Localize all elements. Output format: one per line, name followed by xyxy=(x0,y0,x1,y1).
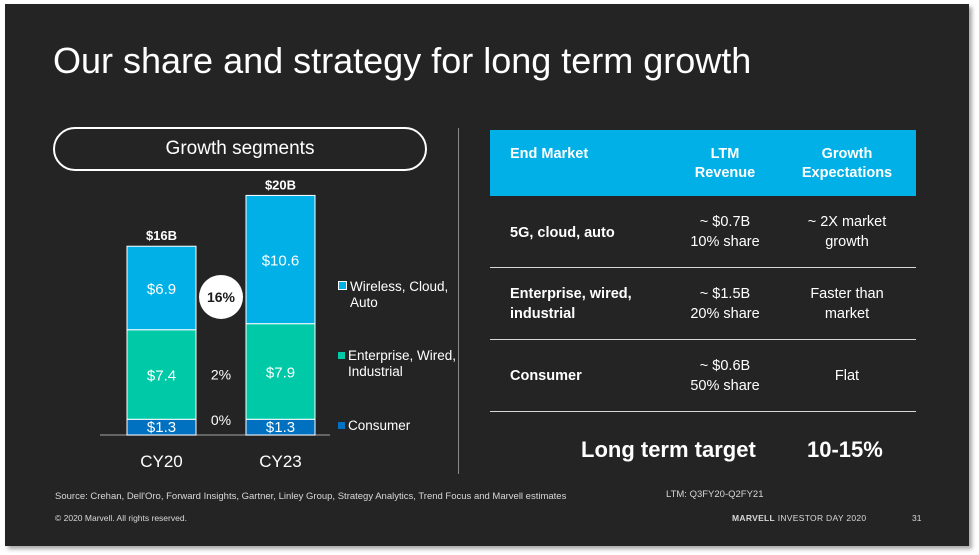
vertical-divider xyxy=(458,128,459,474)
bar-segment-wireless-cloud-auto-cy23 xyxy=(245,194,316,325)
cell-revenue: ~ $1.5B 20% share xyxy=(670,284,780,324)
long-term-target-value: 10-15% xyxy=(807,437,883,462)
growth-rate-label: 16% xyxy=(207,289,236,305)
header-ltm-revenue: LTM Revenue xyxy=(694,146,756,181)
growth-segments-pill: Growth segments xyxy=(53,127,427,171)
data-label: $7.4 xyxy=(147,368,176,385)
growth-rate-circle xyxy=(199,274,243,319)
table-row: Enterprise, wired, industrial ~ $1.5B 20%… xyxy=(490,268,916,340)
long-term-target-label: Long term target xyxy=(581,437,756,462)
header-end-market: End Market xyxy=(510,146,589,162)
cell-revenue: ~ $0.7B 10% share xyxy=(670,212,780,252)
data-label: $6.9 xyxy=(147,281,176,298)
revenue-amount: ~ $1.5B xyxy=(699,286,751,302)
header-growth-expectations: Growth Expectations xyxy=(801,146,893,181)
category-label: CY23 xyxy=(259,452,302,471)
source-note: Source: Crehan, Dell'Oro, Forward Insigh… xyxy=(55,491,567,502)
legend-label-enterprise: Enterprise, Wired, Industrial xyxy=(348,348,457,379)
bar-segment-enterprise-wired-industrial-cy23 xyxy=(245,323,316,420)
slide: Our share and strategy for long term gro… xyxy=(5,4,969,546)
event-name: INVESTOR DAY 2020 xyxy=(777,513,867,523)
stacked-bar-chart: $1.3 $7.4 $6.9 $16B CY20 $1.3 $7.9 $10.6 $20B CY2… xyxy=(100,177,330,471)
legend-swatch-enterprise xyxy=(338,352,345,359)
table-row: 5G, cloud, auto ~ $0.7B 10% share ~ 2X ma… xyxy=(490,196,916,268)
cell-market: 5G, cloud, auto xyxy=(510,225,615,241)
row-divider xyxy=(490,411,916,412)
row-divider xyxy=(490,339,916,340)
cell-revenue: ~ $0.6B 50% share xyxy=(670,356,780,396)
revenue-share: 50% share xyxy=(690,378,760,394)
growth-line-1: Faster than xyxy=(810,286,884,302)
growth-line-2: market xyxy=(824,306,870,322)
legend-swatch-wireless xyxy=(338,281,347,290)
copyright: © 2020 Marvell. All rights reserved. xyxy=(55,513,187,523)
bar-total-label: $16B xyxy=(146,228,177,243)
cell-growth: Faster than market xyxy=(792,284,902,324)
legend-label-consumer: Consumer xyxy=(348,418,411,433)
data-label: $1.3 xyxy=(266,419,295,436)
legend-item-enterprise: Enterprise, Wired, Industrial xyxy=(338,348,466,380)
data-label: $10.6 xyxy=(262,253,300,270)
data-label: $7.9 xyxy=(266,364,295,381)
footer-brand: MARVELL INVESTOR DAY 2020 xyxy=(732,513,866,523)
legend-swatch-consumer xyxy=(338,422,345,429)
ltm-note: LTM: Q3FY20-Q2FY21 xyxy=(666,489,764,500)
cell-growth: ~ 2X market growth xyxy=(792,212,902,252)
cell-growth: Flat xyxy=(834,368,860,384)
legend-label-wireless: Wireless, Cloud, Auto xyxy=(350,279,449,310)
legend-item-wireless: Wireless, Cloud, Auto xyxy=(338,279,460,311)
bar-segment-wireless-cloud-auto-cy20 xyxy=(126,245,197,331)
growth-rate-label: 0% xyxy=(211,412,231,428)
revenue-amount: ~ $0.6B xyxy=(699,358,751,374)
growth-rate-label: 2% xyxy=(211,367,231,383)
page-number: 31 xyxy=(912,513,922,523)
page-title: Our share and strategy for long term gro… xyxy=(53,40,752,81)
legend-item-consumer: Consumer xyxy=(338,418,410,434)
growth-line-1: ~ 2X market xyxy=(807,214,887,230)
table-header: End Market LTM Revenue Growth Expectatio… xyxy=(490,130,916,196)
table-row: Consumer ~ $0.6B 50% share Flat xyxy=(490,340,916,412)
revenue-amount: ~ $0.7B xyxy=(699,214,751,230)
revenue-share: 20% share xyxy=(690,306,760,322)
data-label: $1.3 xyxy=(147,419,176,436)
bar-total-label: $20B xyxy=(265,177,296,192)
cell-market: Enterprise, wired, industrial xyxy=(510,286,632,322)
revenue-share: 10% share xyxy=(690,234,760,250)
cell-market: Consumer xyxy=(510,368,582,384)
brand-name: MARVELL xyxy=(732,513,776,523)
growth-line-2: growth xyxy=(825,234,869,250)
row-divider xyxy=(490,267,916,268)
category-label: CY20 xyxy=(140,452,183,471)
